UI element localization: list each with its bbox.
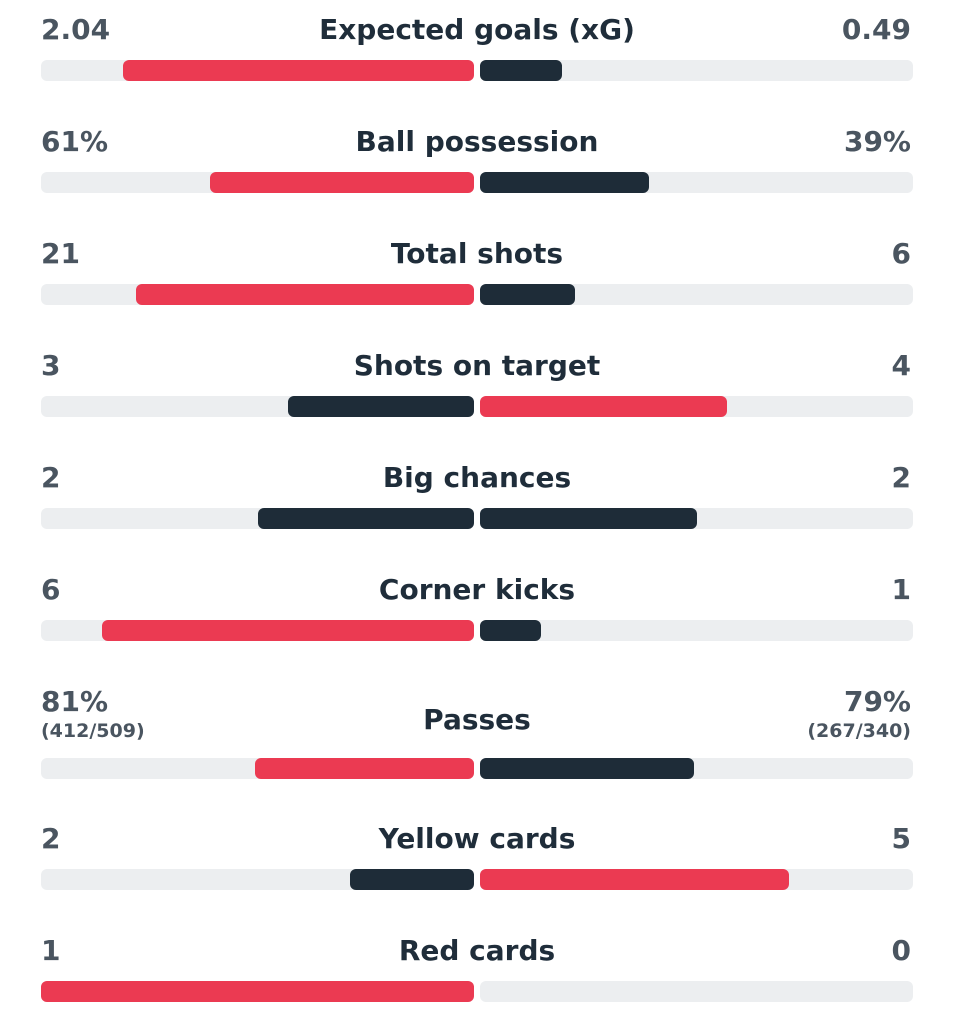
home-value: 2	[41, 461, 61, 494]
stat-row-shots-on-target: 3 Shots on target 4	[0, 336, 954, 448]
away-bar-fill	[480, 284, 576, 305]
home-value: 21	[41, 237, 80, 270]
away-value: 39%	[843, 125, 911, 158]
stat-label: Shots on target	[353, 349, 601, 382]
stat-label: Passes	[423, 703, 531, 736]
home-bar-fill	[101, 620, 474, 641]
away-value: 6	[891, 237, 911, 270]
stat-row-corner-kicks: 6 Corner kicks 1	[0, 560, 954, 672]
away-value: 79%	[843, 685, 911, 718]
stat-label: Total shots	[390, 237, 564, 270]
away-value: 5	[891, 822, 911, 855]
away-bar-fill	[480, 508, 697, 529]
home-bar-fill	[350, 869, 474, 890]
home-value: 61%	[41, 125, 109, 158]
home-bar-track	[41, 396, 474, 417]
home-bar-track	[41, 981, 474, 1002]
home-bar-fill	[257, 508, 474, 529]
home-bar-fill	[41, 981, 474, 1002]
away-value: 0	[891, 934, 911, 967]
away-bar-track	[480, 284, 913, 305]
home-bar-fill	[136, 284, 474, 305]
stat-label: Yellow cards	[378, 822, 576, 855]
home-value: 6	[41, 573, 61, 606]
stat-row-expected-goals: 2.04 Expected goals (xG) 0.49	[0, 0, 954, 112]
home-bar-track	[41, 508, 474, 529]
home-bar-track	[41, 60, 474, 81]
home-bar-track	[41, 284, 474, 305]
home-bar-track	[41, 172, 474, 193]
home-bar-track	[41, 758, 474, 779]
stat-row-ball-possession: 61% Ball possession 39%	[0, 112, 954, 224]
stat-row-yellow-cards: 2 Yellow cards 5	[0, 809, 954, 921]
home-bar-fill	[209, 172, 474, 193]
away-bar-track	[480, 758, 913, 779]
away-bar-track	[480, 981, 913, 1002]
home-bar-fill	[254, 758, 474, 779]
away-bar-track	[480, 508, 913, 529]
home-bar-fill	[287, 396, 474, 417]
away-bar-fill	[480, 396, 727, 417]
home-bar-track	[41, 869, 474, 890]
home-value: 2.04	[41, 13, 111, 46]
away-bar-track	[480, 620, 913, 641]
stat-label: Corner kicks	[378, 573, 576, 606]
home-value: 81%	[41, 685, 109, 718]
home-value: 2	[41, 822, 61, 855]
away-bar-fill	[480, 60, 563, 81]
away-value: 0.49	[841, 13, 911, 46]
away-bar-track	[480, 172, 913, 193]
home-bar-track	[41, 620, 474, 641]
away-bar-track	[480, 60, 913, 81]
away-subvalue: (267/340)	[807, 720, 911, 742]
stat-row-passes: 81% (412/509) Passes 79% (267/340)	[0, 672, 954, 812]
stat-label: Ball possession	[355, 125, 599, 158]
home-bar-fill	[123, 60, 474, 81]
away-value: 4	[891, 349, 911, 382]
stat-label: Big chances	[382, 461, 572, 494]
away-bar-fill	[480, 758, 694, 779]
stat-row-total-shots: 21 Total shots 6	[0, 224, 954, 336]
away-bar-fill	[480, 869, 790, 890]
away-bar-fill	[480, 172, 649, 193]
stat-label: Expected goals (xG)	[319, 13, 635, 46]
away-bar-fill	[480, 620, 541, 641]
away-bar-track	[480, 869, 913, 890]
stat-row-red-cards: 1 Red cards 0	[0, 921, 954, 1033]
stat-label: Red cards	[398, 934, 556, 967]
away-value: 2	[891, 461, 911, 494]
home-value: 3	[41, 349, 61, 382]
away-bar-track	[480, 396, 913, 417]
home-value: 1	[41, 934, 61, 967]
away-value: 1	[891, 573, 911, 606]
home-subvalue: (412/509)	[41, 720, 145, 742]
stat-row-big-chances: 2 Big chances 2	[0, 448, 954, 560]
